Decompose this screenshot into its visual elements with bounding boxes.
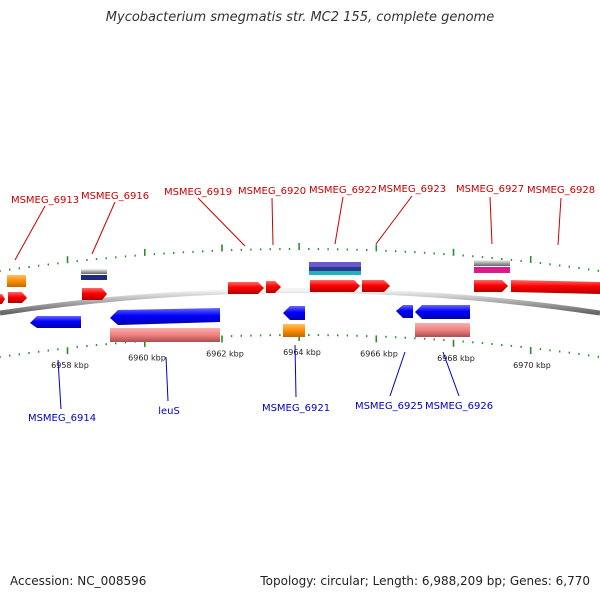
cds-forward-6927[interactable]: [474, 280, 508, 292]
callout-line: [91, 201, 116, 255]
gene-label-msmeg-6913[interactable]: MSMEG_6913: [11, 195, 79, 206]
cds-forward-6913[interactable]: [8, 292, 27, 303]
scale-label: 6970 kbp: [513, 361, 551, 370]
cds-forward-6912[interactable]: [0, 294, 5, 304]
feature-6926-pink[interactable]: [415, 323, 470, 337]
genome-backbone: [0, 288, 600, 316]
cds-forward-6928[interactable]: [511, 280, 600, 294]
feature-leuS-pink[interactable]: [110, 328, 220, 342]
callout-line: [294, 344, 297, 398]
rna-6913[interactable]: [7, 275, 26, 287]
cds-reverse-leuS[interactable]: [110, 308, 220, 325]
scale-label: 6964 kbp: [283, 348, 321, 357]
callout-line: [165, 356, 169, 402]
feature-6916-navy[interactable]: [81, 275, 107, 280]
cds-forward-6922[interactable]: [310, 280, 360, 292]
feature-6922-navy[interactable]: [309, 267, 361, 271]
cds-reverse-6926[interactable]: [415, 305, 470, 319]
callout-line: [442, 351, 460, 397]
cds-reverse-6914[interactable]: [30, 316, 81, 328]
cds-forward-6920[interactable]: [266, 281, 281, 293]
callout-line: [557, 197, 562, 246]
scale-label: 6962 kbp: [206, 349, 244, 358]
cds-forward-6916[interactable]: [82, 288, 107, 300]
map-title: Mycobacterium smegmatis str. MC2 155, co…: [105, 10, 495, 25]
forward-strand-features: [0, 260, 600, 304]
bottom-gene-labels: MSMEG_6914 leuS MSMEG_6921 MSMEG_6925 MS…: [28, 344, 493, 424]
feature-6922-purple[interactable]: [309, 262, 361, 267]
callout-line: [57, 359, 62, 410]
feature-6927-magenta[interactable]: [474, 267, 510, 273]
scale-labels: 6958 kbp 6960 kbp 6962 kbp 6964 kbp 6966 kbp…: [51, 348, 551, 370]
gene-label-msmeg-6922[interactable]: MSMEG_6922: [309, 185, 377, 196]
rna-6921[interactable]: [283, 324, 305, 337]
callout-line: [375, 195, 413, 245]
cds-forward-6919[interactable]: [228, 282, 264, 294]
top-gene-labels: MSMEG_6913 MSMEG_6916 MSMEG_6919 MSMEG_6…: [11, 184, 595, 261]
feature-6922-cyan[interactable]: [309, 271, 361, 275]
feature-6927-grey[interactable]: [474, 260, 510, 266]
gene-label-msmeg-6928[interactable]: MSMEG_6928: [527, 185, 595, 196]
reverse-strand-features: [30, 305, 470, 342]
gene-label-msmeg-6927[interactable]: MSMEG_6927: [456, 184, 524, 195]
scale-label: 6960 kbp: [128, 354, 166, 363]
gene-label-msmeg-6926[interactable]: MSMEG_6926: [425, 401, 493, 412]
gene-label-leuS[interactable]: leuS: [158, 406, 180, 417]
cds-forward-6923[interactable]: [362, 280, 390, 292]
scale-label: 6966 kbp: [360, 350, 398, 359]
feature-6916-grey[interactable]: [81, 269, 107, 274]
gene-label-msmeg-6914[interactable]: MSMEG_6914: [28, 413, 96, 424]
topology-text: Topology: circular; Length: 6,988,209 bp…: [260, 574, 590, 588]
scale-label: 6968 kbp: [437, 354, 475, 363]
gene-label-msmeg-6921[interactable]: MSMEG_6921: [262, 403, 330, 414]
outer-tick-ring: [0, 243, 599, 272]
callout-line: [197, 197, 246, 247]
scale-label: 6958 kbp: [51, 361, 89, 370]
gene-label-msmeg-6919[interactable]: MSMEG_6919: [164, 187, 232, 198]
callout-line: [14, 205, 46, 261]
cds-reverse-6921[interactable]: [283, 306, 305, 320]
callout-line: [389, 351, 406, 397]
cds-reverse-6925[interactable]: [396, 305, 413, 318]
gene-label-msmeg-6925[interactable]: MSMEG_6925: [355, 401, 423, 412]
gene-label-msmeg-6920[interactable]: MSMEG_6920: [238, 186, 306, 197]
gene-label-msmeg-6916[interactable]: MSMEG_6916: [81, 191, 149, 202]
callout-line: [271, 197, 274, 246]
callout-line: [334, 196, 344, 245]
gene-label-msmeg-6923[interactable]: MSMEG_6923: [378, 184, 446, 195]
accession-text: Accession: NC_008596: [10, 574, 147, 588]
callout-line: [489, 196, 493, 245]
